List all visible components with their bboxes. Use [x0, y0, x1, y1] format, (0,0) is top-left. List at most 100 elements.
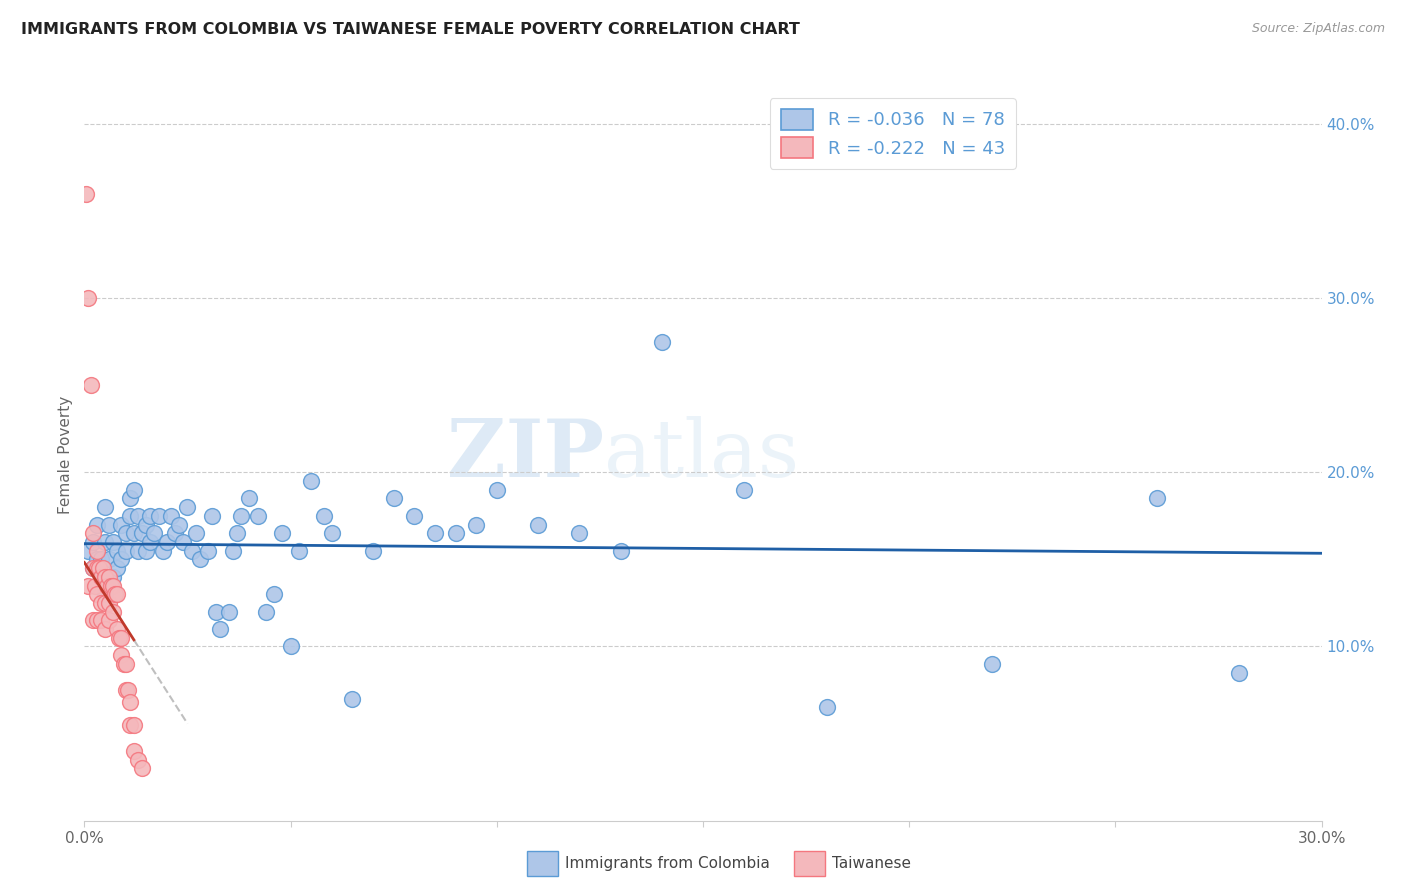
Point — [87, 561, 110, 575]
Point — [651, 334, 673, 349]
Point — [82, 613, 104, 627]
Point — [100, 578, 122, 592]
Point — [90, 570, 112, 584]
Point — [165, 526, 187, 541]
Point — [197, 543, 219, 558]
Point — [82, 535, 104, 549]
Point — [86, 517, 108, 532]
Point — [135, 543, 157, 558]
Point — [90, 613, 112, 627]
Text: Source: ZipAtlas.com: Source: ZipAtlas.com — [1251, 22, 1385, 36]
Text: ZIP: ZIP — [447, 416, 605, 494]
Point — [172, 535, 194, 549]
Point — [104, 587, 127, 601]
Point — [423, 526, 446, 541]
Point — [254, 605, 277, 619]
Point — [108, 631, 131, 645]
Point — [86, 587, 108, 601]
Point — [105, 561, 128, 575]
Point — [205, 605, 228, 619]
Point — [404, 508, 426, 523]
Point — [1146, 491, 1168, 506]
Point — [105, 622, 128, 636]
Point — [188, 552, 211, 566]
Point — [980, 657, 1002, 671]
Point — [152, 543, 174, 558]
Point — [103, 535, 125, 549]
Point — [342, 691, 364, 706]
Point — [77, 543, 100, 558]
Point — [122, 526, 145, 541]
Point — [122, 483, 145, 497]
Point — [485, 483, 508, 497]
Point — [114, 543, 136, 558]
Point — [156, 535, 179, 549]
Point — [382, 491, 405, 506]
Point — [527, 517, 550, 532]
Point — [112, 657, 135, 671]
Point — [127, 508, 149, 523]
Point — [209, 622, 232, 636]
Point — [184, 526, 207, 541]
Point — [271, 526, 294, 541]
Point — [568, 526, 591, 541]
Point — [238, 491, 260, 506]
Point — [222, 543, 245, 558]
Point — [1227, 665, 1250, 680]
Point — [114, 526, 136, 541]
Point — [226, 526, 249, 541]
Point — [127, 543, 149, 558]
Point — [312, 508, 335, 523]
Point — [122, 744, 145, 758]
Point — [465, 517, 488, 532]
Point — [98, 613, 121, 627]
Point — [280, 640, 302, 654]
Y-axis label: Female Poverty: Female Poverty — [58, 396, 73, 514]
Point — [110, 517, 132, 532]
Point — [444, 526, 467, 541]
Point — [167, 517, 190, 532]
Point — [90, 552, 112, 566]
Point — [94, 622, 117, 636]
Point — [90, 596, 112, 610]
Point — [77, 578, 100, 592]
Point — [82, 561, 104, 575]
Point — [139, 535, 162, 549]
Point — [98, 570, 121, 584]
Point — [118, 718, 141, 732]
Point — [815, 700, 838, 714]
Point — [176, 500, 198, 515]
Point — [148, 508, 170, 523]
Point — [83, 578, 105, 592]
Point — [131, 761, 153, 775]
Point — [288, 543, 311, 558]
Point — [94, 596, 117, 610]
Point — [75, 186, 97, 201]
Point — [131, 526, 153, 541]
Point — [94, 535, 117, 549]
Text: IMMIGRANTS FROM COLOMBIA VS TAIWANESE FEMALE POVERTY CORRELATION CHART: IMMIGRANTS FROM COLOMBIA VS TAIWANESE FE… — [21, 22, 800, 37]
Point — [118, 508, 141, 523]
Point — [98, 517, 121, 532]
Point — [263, 587, 285, 601]
Point — [361, 543, 384, 558]
Point — [91, 561, 114, 575]
Point — [321, 526, 343, 541]
Point — [299, 474, 322, 488]
Point — [94, 500, 117, 515]
Point — [118, 695, 141, 709]
Point — [86, 561, 108, 575]
Point — [90, 570, 112, 584]
Point — [103, 570, 125, 584]
Point — [139, 508, 162, 523]
Point — [118, 491, 141, 506]
Point — [122, 718, 145, 732]
Point — [733, 483, 755, 497]
Point — [105, 587, 128, 601]
Point — [105, 543, 128, 558]
Point — [86, 613, 108, 627]
Point — [86, 552, 108, 566]
Point — [82, 561, 104, 575]
Point — [103, 605, 125, 619]
Point — [117, 683, 139, 698]
